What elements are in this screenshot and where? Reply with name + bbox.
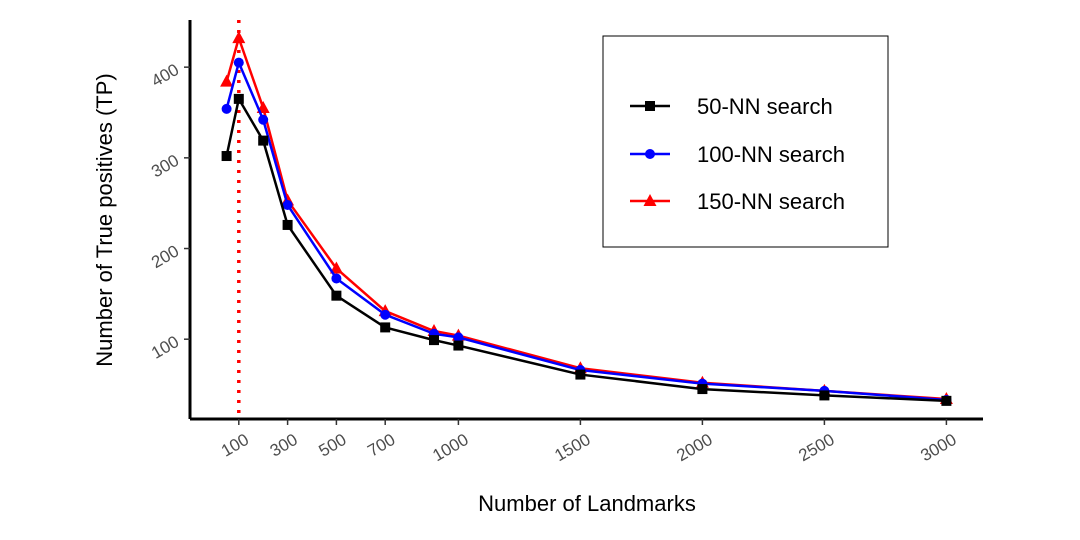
legend-box <box>602 35 889 248</box>
x-tick-label: 1000 <box>429 430 471 465</box>
data-point <box>233 93 244 104</box>
series-circle <box>221 57 952 405</box>
data-point <box>331 290 342 301</box>
data-point <box>575 369 586 380</box>
data-point <box>941 395 952 406</box>
x-tick-label: 700 <box>364 430 398 461</box>
y-tick-label: 400 <box>148 60 182 91</box>
legend-item: 50-NN search <box>630 94 833 119</box>
data-point <box>331 273 342 284</box>
data-point <box>220 74 234 87</box>
x-tick-label: 500 <box>316 430 350 461</box>
x-tick-label: 3000 <box>917 430 959 465</box>
legend-label: 50-NN search <box>697 94 833 119</box>
data-point <box>233 57 244 68</box>
data-point <box>282 219 293 230</box>
series-layer <box>220 31 953 406</box>
data-point <box>453 332 464 343</box>
data-point <box>258 114 269 125</box>
x-tick-label: 2500 <box>795 430 837 465</box>
legend: 50-NN search 100-NN search 150-NN search <box>602 35 889 248</box>
data-point <box>380 322 391 333</box>
x-tick-label: 1500 <box>551 430 593 465</box>
legend-marker <box>645 149 655 159</box>
data-point <box>380 309 391 320</box>
data-point <box>221 151 232 162</box>
legend-items: 50-NN search 100-NN search 150-NN search <box>630 94 845 214</box>
data-point <box>697 384 708 395</box>
y-tick-label: 200 <box>148 241 182 272</box>
legend-item: 100-NN search <box>630 142 845 167</box>
data-point <box>232 31 246 44</box>
y-tick-label: 300 <box>148 151 182 182</box>
series-square <box>221 93 952 406</box>
legend-label: 150-NN search <box>697 189 845 214</box>
axes <box>188 20 983 421</box>
legend-marker <box>643 194 657 206</box>
data-point <box>429 335 439 346</box>
x-tick-label: 2000 <box>673 430 715 465</box>
legend-item: 150-NN search <box>630 189 845 214</box>
data-point <box>819 390 830 401</box>
data-point <box>329 261 343 274</box>
legend-marker <box>645 101 655 111</box>
data-point <box>453 340 464 351</box>
x-axis-title: Number of Landmarks <box>478 491 696 516</box>
x-tick-label: 100 <box>218 430 252 461</box>
data-point <box>282 199 293 210</box>
legend-label: 100-NN search <box>697 142 845 167</box>
y-axis-title: Number of True positives (TP) <box>92 73 117 366</box>
y-tick-label: 100 <box>148 332 182 363</box>
data-point <box>221 103 232 114</box>
series-line <box>225 97 947 403</box>
x-tick-label: 300 <box>267 430 301 461</box>
data-point <box>258 135 269 146</box>
series-line <box>225 61 947 402</box>
